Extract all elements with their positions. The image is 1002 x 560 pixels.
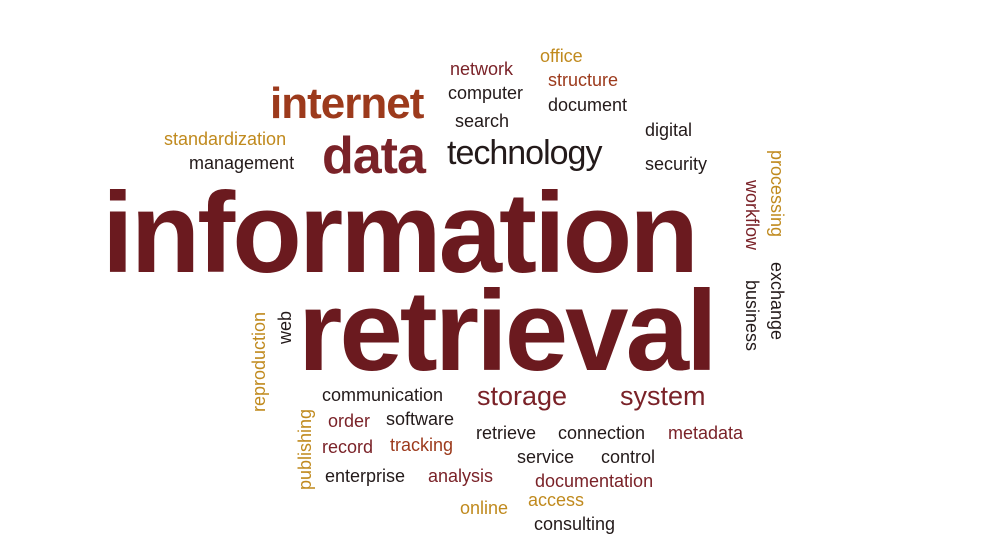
word-reproduction: reproduction bbox=[249, 311, 269, 412]
word-exchange: exchange bbox=[767, 262, 787, 341]
word-service: service bbox=[517, 447, 575, 467]
word-search: search bbox=[455, 111, 510, 131]
word-network: network bbox=[450, 59, 514, 79]
word-retrieval: retrieval bbox=[298, 268, 718, 395]
word-tracking: tracking bbox=[390, 435, 454, 455]
word-office: office bbox=[540, 46, 583, 66]
word-security: security bbox=[645, 154, 708, 174]
word-record: record bbox=[322, 437, 374, 457]
word-documentation: documentation bbox=[535, 471, 654, 491]
word-analysis: analysis bbox=[428, 466, 494, 486]
word-information: information bbox=[102, 170, 699, 297]
word-computer: computer bbox=[448, 83, 524, 103]
word-software: software bbox=[386, 409, 455, 429]
word-consulting: consulting bbox=[534, 514, 616, 534]
word-control: control bbox=[601, 447, 656, 467]
word-workflow: workflow bbox=[742, 180, 762, 251]
word-internet: internet bbox=[270, 79, 424, 128]
word-enterprise: enterprise bbox=[325, 466, 406, 486]
word-access: access bbox=[528, 490, 585, 510]
word-storage: storage bbox=[477, 381, 568, 411]
word-management: management bbox=[189, 153, 295, 173]
word-digital: digital bbox=[645, 120, 693, 140]
word-data: data bbox=[322, 127, 426, 185]
word-web: web bbox=[275, 310, 295, 344]
word-metadata: metadata bbox=[668, 423, 744, 443]
word-retrieve: retrieve bbox=[476, 423, 537, 443]
word-connection: connection bbox=[558, 423, 646, 443]
word-system: system bbox=[620, 381, 706, 411]
word-communication: communication bbox=[322, 385, 444, 405]
word-online: online bbox=[460, 498, 509, 518]
word-structure: structure bbox=[548, 70, 619, 90]
word-document: document bbox=[548, 95, 628, 115]
word-publishing: publishing bbox=[295, 408, 315, 490]
word-standardization: standardization bbox=[164, 129, 287, 149]
word-processing: processing bbox=[767, 150, 787, 238]
word-technology: technology bbox=[447, 134, 602, 172]
word-order: order bbox=[328, 411, 371, 431]
word-business: business bbox=[742, 280, 762, 352]
